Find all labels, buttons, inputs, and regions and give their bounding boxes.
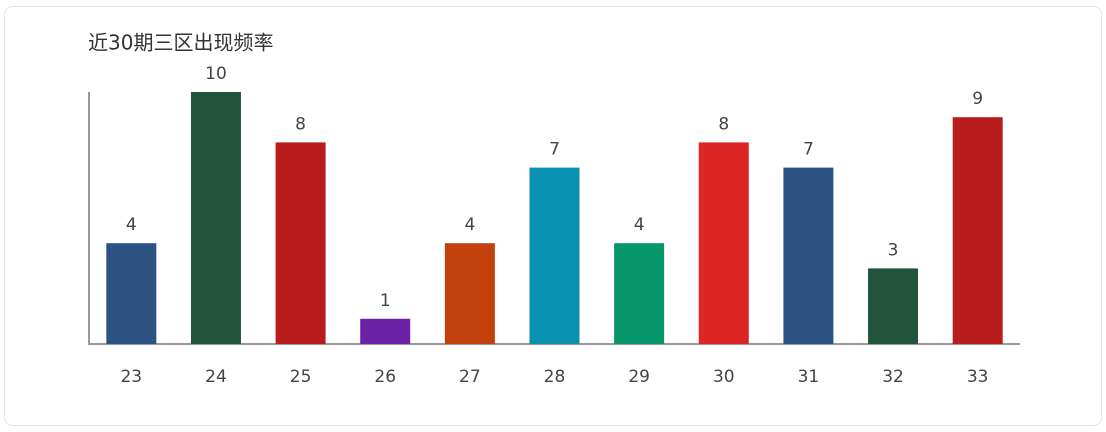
bar (614, 243, 665, 344)
x-tick-label: 32 (882, 367, 904, 387)
value-label: 10 (205, 64, 227, 84)
value-label: 9 (972, 89, 983, 109)
bar (275, 142, 326, 344)
x-tick-label: 25 (290, 367, 312, 387)
x-tick-label: 27 (459, 367, 481, 387)
chart-title: 近30期三区出现频率 (88, 31, 273, 55)
value-label: 7 (549, 140, 560, 160)
x-tick-label: 29 (628, 367, 650, 387)
value-label: 4 (464, 215, 475, 235)
x-tick-label: 30 (713, 367, 735, 387)
bar (529, 167, 580, 344)
x-tick-label: 26 (374, 367, 396, 387)
x-tick-label: 23 (120, 367, 142, 387)
bar (190, 92, 241, 344)
bar (783, 167, 834, 344)
value-label: 7 (803, 140, 814, 160)
bar (106, 243, 157, 344)
value-label: 4 (126, 215, 137, 235)
x-tick-label: 33 (967, 367, 989, 387)
value-label: 1 (380, 291, 391, 311)
value-label: 8 (295, 114, 306, 134)
bar (868, 268, 919, 344)
x-tick-label: 31 (798, 367, 820, 387)
bar (952, 117, 1003, 344)
value-label: 4 (634, 215, 645, 235)
value-label: 3 (888, 240, 899, 260)
x-tick-label: 24 (205, 367, 227, 387)
bar (698, 142, 749, 344)
bar (360, 318, 411, 344)
x-tick-label: 28 (544, 367, 566, 387)
bar (444, 243, 495, 344)
value-label: 8 (718, 114, 729, 134)
